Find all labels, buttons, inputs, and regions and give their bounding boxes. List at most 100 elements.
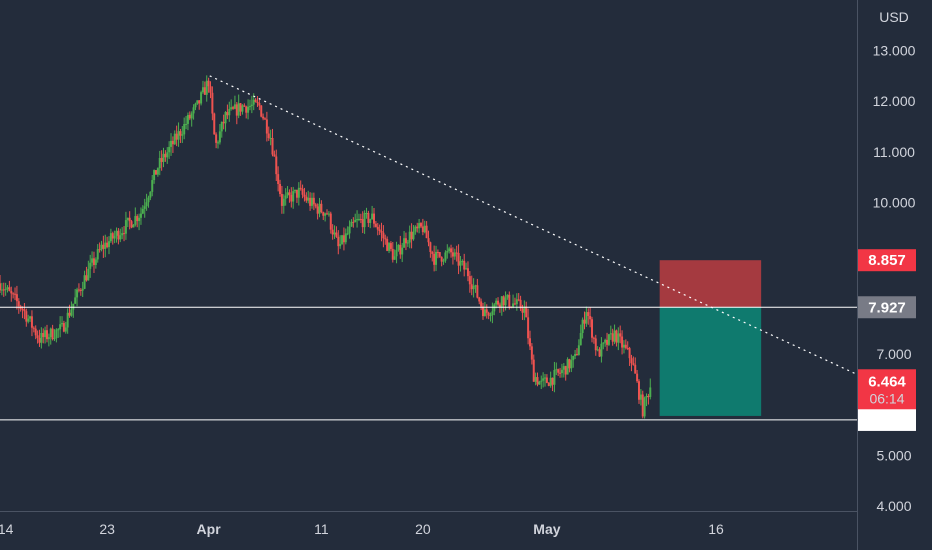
candle	[286, 186, 289, 199]
candle	[493, 302, 496, 316]
candle	[316, 203, 319, 220]
candle	[566, 357, 569, 375]
candle	[72, 303, 75, 318]
candle	[241, 104, 244, 115]
candle	[331, 224, 334, 240]
candle	[171, 136, 174, 153]
candle	[545, 374, 548, 384]
candle	[162, 147, 165, 168]
candle	[158, 150, 161, 176]
candle-countdown: 06:14	[869, 390, 904, 406]
candle	[611, 328, 614, 346]
candle	[607, 333, 610, 347]
candle	[596, 346, 599, 352]
candle	[326, 209, 329, 215]
candle	[483, 301, 486, 317]
candle	[352, 217, 355, 228]
candle	[598, 347, 601, 358]
candle	[388, 242, 391, 254]
candle	[335, 226, 338, 238]
candle	[463, 253, 466, 277]
candle	[624, 339, 627, 350]
candle	[322, 211, 325, 221]
candle	[369, 218, 372, 229]
candle	[61, 316, 64, 327]
candle	[457, 244, 460, 275]
candle	[87, 260, 90, 281]
candle	[79, 288, 82, 296]
candle	[139, 207, 142, 225]
candle	[138, 213, 141, 231]
candle	[470, 275, 473, 296]
svg-text:7.927: 7.927	[868, 299, 906, 316]
candle	[536, 372, 539, 387]
price-tag: 7.927	[858, 296, 916, 319]
candle	[384, 234, 387, 245]
candle	[143, 198, 146, 218]
candle	[643, 396, 646, 419]
candle	[230, 99, 233, 111]
y-tick-label: 11.000	[873, 144, 915, 160]
candle	[451, 247, 454, 265]
candle	[528, 330, 531, 351]
candle	[307, 190, 310, 204]
candle	[55, 328, 58, 343]
candle	[378, 224, 381, 235]
take-profit-zone[interactable]	[659, 307, 762, 416]
candle	[209, 81, 212, 99]
candle	[201, 80, 204, 94]
candle	[508, 291, 511, 310]
candle	[256, 96, 259, 107]
candle	[188, 111, 191, 121]
time-axis[interactable]: 14 23 Apr 11 20 May 16	[0, 521, 724, 537]
candle	[327, 211, 330, 217]
candle	[386, 236, 389, 252]
candle	[76, 287, 79, 307]
candle	[436, 249, 439, 259]
candle	[62, 320, 65, 333]
candle	[0, 282, 3, 296]
candle	[271, 128, 274, 157]
price-axis[interactable]: 13.000 12.000 11.000 10.000 7.000 5.000 4.000	[873, 43, 916, 514]
candle	[468, 271, 471, 293]
candle	[391, 242, 394, 263]
candle	[183, 117, 186, 140]
candle	[478, 296, 481, 305]
candle	[574, 349, 577, 360]
candle	[602, 342, 605, 350]
candle	[438, 252, 441, 258]
candle	[450, 244, 453, 258]
candle	[404, 232, 407, 251]
candle	[85, 266, 88, 282]
candle	[423, 220, 426, 234]
candle	[442, 258, 445, 265]
candle	[235, 102, 238, 125]
candle	[303, 187, 306, 202]
candle	[389, 241, 392, 252]
candle	[594, 334, 597, 356]
candle	[294, 189, 297, 194]
candle	[186, 112, 189, 131]
stop-loss-zone[interactable]	[659, 260, 762, 308]
candle	[299, 180, 302, 191]
candle	[254, 98, 257, 103]
candle	[113, 230, 116, 244]
candle	[410, 223, 413, 249]
candle	[495, 298, 498, 309]
candle	[277, 166, 280, 192]
candle	[245, 105, 248, 119]
candle	[425, 221, 428, 239]
candle	[591, 316, 594, 343]
candle	[217, 140, 220, 149]
candle	[354, 213, 357, 223]
candle	[92, 251, 95, 274]
candle	[109, 228, 112, 243]
candle	[329, 211, 332, 234]
candle	[367, 210, 370, 228]
candle	[630, 354, 633, 372]
candle	[292, 186, 295, 209]
candle	[164, 150, 167, 162]
candle	[45, 324, 48, 343]
